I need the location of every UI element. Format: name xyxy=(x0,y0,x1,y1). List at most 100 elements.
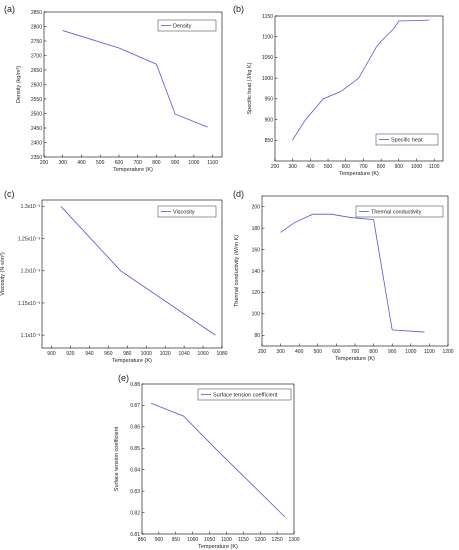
panel-c: (c) 900 920 940 960 980 1000 1020 1040 1060 1080 1.… xyxy=(0,189,228,364)
y-tick-label: 2350 xyxy=(31,155,42,161)
x-tick-label: 1300 xyxy=(288,537,299,543)
x-axis-title: Temperature (K) xyxy=(339,171,379,177)
x-tick-label: 1200 xyxy=(442,349,453,355)
legend-label: Thermal conductivity xyxy=(371,210,422,216)
x-tick-label: 800 xyxy=(152,160,161,166)
series-line-specific-heat xyxy=(291,19,430,141)
x-tick-label: 920 xyxy=(66,351,75,357)
y-tick-label: 1.25x10⁻³ xyxy=(18,236,40,242)
y-tick-label: 1100 xyxy=(262,35,273,41)
plot-frame xyxy=(261,195,449,347)
x-tick-label: 940 xyxy=(85,351,94,357)
y-tick-label: 1.1x10⁻³ xyxy=(21,333,41,339)
x-tick-label: 600 xyxy=(115,160,124,166)
x-tick-label: 800 xyxy=(377,164,386,170)
x-tick-label: 1200 xyxy=(255,537,266,543)
x-tick-label: 950 xyxy=(172,537,181,543)
x-tick-label: 850 xyxy=(138,537,147,543)
series-line-viscosity xyxy=(60,206,216,336)
panel-label: (c) xyxy=(4,189,15,199)
y-tick-label: 0.84 xyxy=(130,468,140,474)
x-tick-label: 1150 xyxy=(238,537,249,543)
x-tick-label: 700 xyxy=(351,349,360,355)
x-tick-label: 1000 xyxy=(405,349,416,355)
y-tick-label: 2450 xyxy=(31,126,42,132)
x-tick-label: 1100 xyxy=(221,537,232,543)
y-tick-label: 2750 xyxy=(31,39,42,45)
x-axis-title: Temperature (K) xyxy=(198,544,238,550)
y-axis-title: Specific heat (J/kg K) xyxy=(247,62,253,114)
legend-box xyxy=(375,133,439,146)
legend-box xyxy=(355,205,444,218)
x-tick-label: 600 xyxy=(342,164,351,170)
x-tick-label: 600 xyxy=(332,349,341,355)
series-line-density xyxy=(62,30,208,128)
plot-frame xyxy=(274,15,444,162)
y-tick-label: 2850 xyxy=(31,10,42,16)
x-tick-label: 1000 xyxy=(141,351,152,357)
x-tick-label: 800 xyxy=(369,349,378,355)
y-tick-label: 120 xyxy=(252,290,261,296)
y-tick-label: 1000 xyxy=(262,76,273,82)
y-tick-label: 1.15x10⁻³ xyxy=(18,301,40,307)
panel-b: (b) 200 300 400 500 600 700 800 900 1000 1100 850 90… xyxy=(233,4,444,177)
plot-frame xyxy=(41,199,223,349)
panel-label: (d) xyxy=(233,189,244,199)
legend-label: Surface tension coefficient xyxy=(213,393,278,399)
x-tick-label: 400 xyxy=(295,349,304,355)
x-tick-label: 1100 xyxy=(207,160,218,166)
panel-e: (e) 850 900 950 1000 1050 1100 1150 1200 1250 1300… xyxy=(114,373,300,550)
y-tick-label: 160 xyxy=(252,247,261,253)
x-tick-label: 200 xyxy=(40,160,49,166)
y-tick-label: 2650 xyxy=(31,68,42,74)
y-tick-label: 2550 xyxy=(31,97,42,103)
x-tick-label: 500 xyxy=(324,164,333,170)
panel-a: (a) 200 300 400 500 600 700 800 900 1000 1100 2350 2… xyxy=(4,4,223,173)
y-tick-label: 1.3x10⁻³ xyxy=(21,204,41,210)
x-tick-label: 400 xyxy=(306,164,315,170)
y-tick-label: 80 xyxy=(254,333,260,339)
x-tick-label: 300 xyxy=(289,164,298,170)
y-tick-label: 850 xyxy=(265,138,274,144)
legend-label: Density xyxy=(173,24,192,30)
x-tick-label: 900 xyxy=(155,537,164,543)
series-line-surface-tension-coefficient xyxy=(150,402,286,518)
x-tick-label: 700 xyxy=(359,164,368,170)
y-tick-label: 0.87 xyxy=(130,403,140,409)
x-tick-label: 300 xyxy=(276,349,285,355)
y-tick-label: 0.82 xyxy=(130,510,140,516)
x-tick-label: 1040 xyxy=(179,351,190,357)
x-tick-label: 500 xyxy=(96,160,105,166)
y-tick-label: 100 xyxy=(252,312,261,318)
x-tick-label: 1060 xyxy=(197,351,208,357)
x-tick-label: 1000 xyxy=(411,164,422,170)
x-axis-title: Temperature (K) xyxy=(112,358,152,364)
y-axis-title: Surface tension coefficient xyxy=(114,426,120,491)
x-tick-label: 900 xyxy=(171,160,180,166)
x-tick-label: 900 xyxy=(395,164,404,170)
x-tick-label: 1100 xyxy=(424,349,435,355)
x-tick-label: 1000 xyxy=(188,160,199,166)
y-tick-label: 2600 xyxy=(31,82,42,88)
y-tick-label: 0.81 xyxy=(130,532,140,538)
legend-box xyxy=(197,388,292,401)
x-tick-label: 1020 xyxy=(160,351,171,357)
series-line-thermal-conductivity xyxy=(280,213,425,333)
y-tick-label: 140 xyxy=(252,269,261,275)
x-tick-label: 200 xyxy=(271,164,280,170)
x-tick-label: 1000 xyxy=(187,537,198,543)
y-axis-title: Thermal conductivity (W/m K) xyxy=(234,235,240,307)
x-tick-label: 980 xyxy=(123,351,132,357)
x-tick-label: 1050 xyxy=(204,537,215,543)
x-tick-label: 960 xyxy=(104,351,113,357)
panel-label: (b) xyxy=(233,4,244,14)
y-axis-title: Density (kg/m³) xyxy=(16,66,22,103)
legend-label: Viscosity xyxy=(173,210,195,216)
legend-box xyxy=(157,19,217,32)
y-tick-label: 0.83 xyxy=(130,489,140,495)
y-tick-label: 0.86 xyxy=(130,425,140,431)
y-tick-label: 2700 xyxy=(31,53,42,59)
y-tick-label: 2500 xyxy=(31,111,42,117)
x-tick-label: 1080 xyxy=(216,351,227,357)
